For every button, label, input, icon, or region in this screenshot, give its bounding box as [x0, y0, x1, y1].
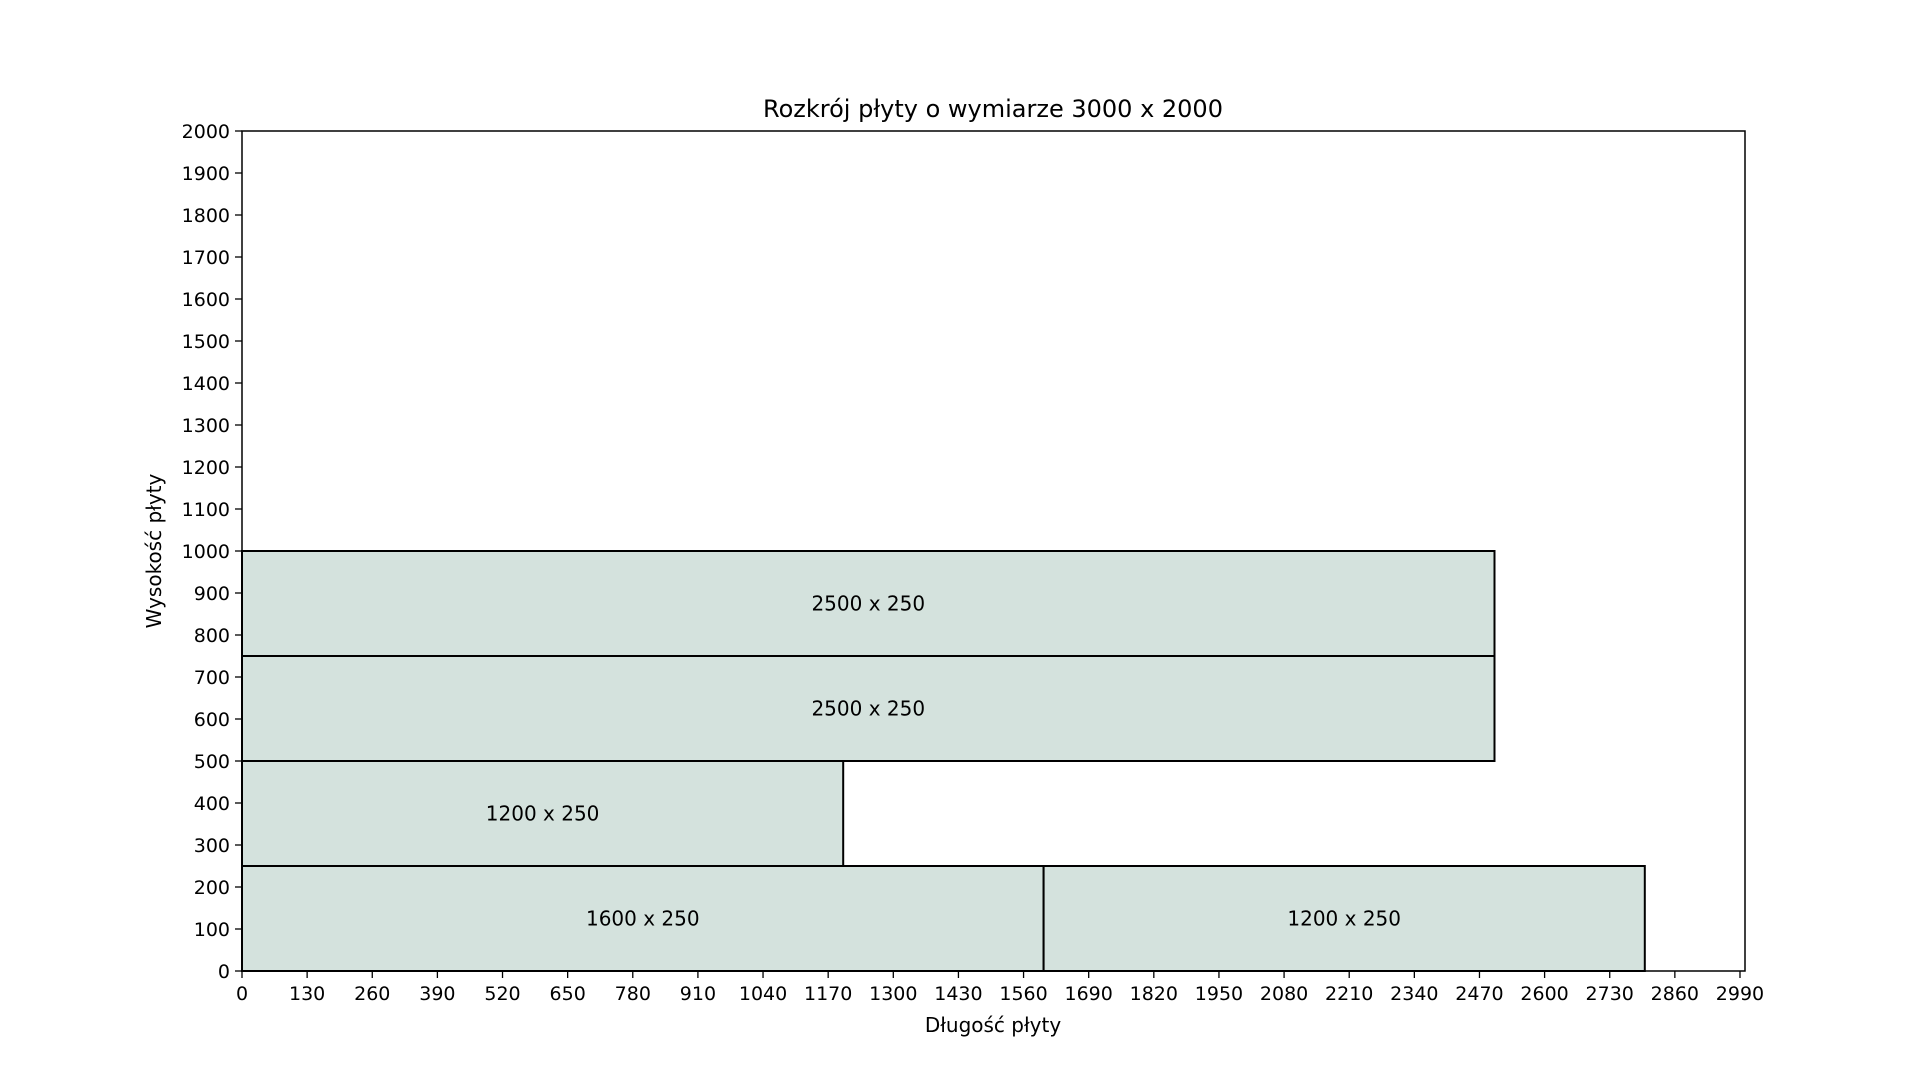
- y-tick-label: 1000: [182, 541, 230, 563]
- x-tick-label: 910: [680, 983, 716, 1005]
- y-tick-label: 300: [194, 835, 230, 857]
- x-tick-label: 130: [289, 983, 325, 1005]
- x-tick-label: 1300: [869, 983, 917, 1005]
- x-tick-label: 1170: [804, 983, 852, 1005]
- x-tick-label: 1040: [739, 983, 787, 1005]
- piece-rect: [241, 865, 1045, 972]
- x-axis-ticks: 0 130 260 390 520 650 780 910 1040 1170 1300 1430 15…: [236, 971, 1764, 1005]
- x-tick-label: 2990: [1716, 983, 1764, 1005]
- piece-label: 2500 x 250: [811, 592, 925, 616]
- piece-4: 2500 x 250: [241, 655, 1496, 762]
- chart-title: Rozkrój płyty o wymiarze 3000 x 2000: [763, 95, 1223, 123]
- y-tick-label: 0: [218, 961, 230, 983]
- y-axis-ticks: 0 100 200 300 400 500 600 700 800 900 1000 1100 1200…: [182, 121, 242, 983]
- y-tick-label: 2000: [182, 121, 230, 143]
- y-tick-label: 1800: [182, 205, 230, 227]
- piece-label: 1600 x 250: [586, 907, 700, 931]
- piece-rect: [1042, 865, 1646, 972]
- y-tick-label: 1600: [182, 289, 230, 311]
- y-tick-label: 1100: [182, 499, 230, 521]
- piece-2: 1200 x 250: [1042, 865, 1646, 972]
- x-tick-label: 2860: [1651, 983, 1699, 1005]
- y-tick-label: 700: [194, 667, 230, 689]
- y-tick-label: 1300: [182, 415, 230, 437]
- piece-label: 1200 x 250: [1287, 907, 1401, 931]
- y-tick-label: 1700: [182, 247, 230, 269]
- x-tick-label: 650: [550, 983, 586, 1005]
- x-tick-label: 2730: [1586, 983, 1634, 1005]
- pieces-layer: 1600 x 250 1200 x 250 1200 x 250 2500 x 250…: [241, 550, 1646, 972]
- piece-rect: [241, 655, 1496, 762]
- x-tick-label: 260: [354, 983, 390, 1005]
- y-tick-label: 400: [194, 793, 230, 815]
- piece-3: 1200 x 250: [241, 760, 845, 867]
- y-tick-label: 1400: [182, 373, 230, 395]
- y-axis-title: Wysokość płyty: [142, 473, 166, 628]
- y-tick-label: 200: [194, 877, 230, 899]
- x-tick-label: 520: [484, 983, 520, 1005]
- y-tick-label: 1200: [182, 457, 230, 479]
- y-tick-label: 600: [194, 709, 230, 731]
- x-tick-label: 1560: [999, 983, 1047, 1005]
- piece-label: 2500 x 250: [811, 697, 925, 721]
- x-tick-label: 1430: [934, 983, 982, 1005]
- x-tick-label: 2600: [1520, 983, 1568, 1005]
- x-tick-label: 780: [615, 983, 651, 1005]
- x-tick-label: 1950: [1195, 983, 1243, 1005]
- x-tick-label: 2470: [1455, 983, 1503, 1005]
- x-tick-label: 0: [236, 983, 248, 1005]
- piece-1: 1600 x 250: [241, 865, 1045, 972]
- x-tick-label: 2080: [1260, 983, 1308, 1005]
- y-tick-label: 800: [194, 625, 230, 647]
- x-tick-label: 1820: [1130, 983, 1178, 1005]
- y-tick-label: 500: [194, 751, 230, 773]
- x-tick-label: 390: [419, 983, 455, 1005]
- y-tick-label: 1500: [182, 331, 230, 353]
- x-tick-label: 1690: [1065, 983, 1113, 1005]
- x-axis-title: Długość płyty: [925, 1013, 1062, 1037]
- x-tick-label: 2210: [1325, 983, 1373, 1005]
- x-tick-label: 2340: [1390, 983, 1438, 1005]
- piece-label: 1200 x 250: [486, 802, 600, 826]
- y-tick-label: 1900: [182, 163, 230, 185]
- piece-rect: [241, 550, 1496, 657]
- y-tick-label: 100: [194, 919, 230, 941]
- piece-5: 2500 x 250: [241, 550, 1496, 657]
- y-tick-label: 900: [194, 583, 230, 605]
